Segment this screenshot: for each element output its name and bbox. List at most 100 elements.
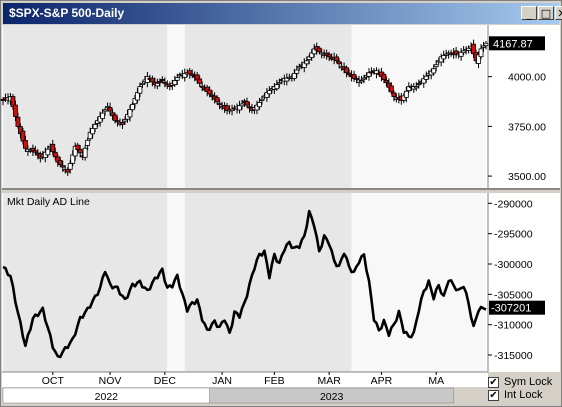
int-lock-check-icon: ✔ xyxy=(489,390,498,401)
candle-body xyxy=(140,82,145,85)
candle-body xyxy=(77,148,83,154)
candle-body xyxy=(296,66,302,69)
candle-body xyxy=(326,54,332,58)
candle-body xyxy=(137,86,143,94)
candle-body xyxy=(354,77,359,80)
close-button[interactable]: ✕ xyxy=(555,6,562,20)
ad-axis-tick-label: -295000 xyxy=(494,229,533,241)
maximize-button[interactable]: □ xyxy=(538,6,554,20)
int-lock-checkbox[interactable]: ✔ xyxy=(488,390,499,401)
candle-body xyxy=(259,98,265,101)
ad-panel-title: Mkt Daily AD Line xyxy=(7,196,90,208)
candle-body xyxy=(316,47,322,52)
candle-body xyxy=(65,168,71,173)
month-label: APR xyxy=(371,375,393,387)
candle-body xyxy=(100,112,105,119)
candle-body xyxy=(20,130,26,142)
price-axis-tick-label: 3500.00 xyxy=(508,171,546,183)
candle-body xyxy=(154,82,160,87)
ad-axis-tick-label: -315000 xyxy=(494,350,533,362)
year-label: 2022 xyxy=(95,391,119,403)
candle-body xyxy=(15,116,21,127)
candle-body xyxy=(334,56,340,62)
candle-body xyxy=(416,83,422,86)
window-title: $SPX-S&P 500-Daily xyxy=(9,6,125,20)
ad-line-series xyxy=(2,209,487,359)
candle-body xyxy=(159,79,165,82)
month-label: MAR xyxy=(317,375,341,387)
candle-body xyxy=(67,163,73,170)
candle-body xyxy=(50,143,56,152)
candle-body xyxy=(23,139,28,149)
ad-axis-tick-label: -300000 xyxy=(494,259,533,271)
ad-axis-tick-label: -310000 xyxy=(494,320,533,332)
candle-body xyxy=(266,90,272,95)
candle-body xyxy=(187,70,193,75)
candle-body xyxy=(239,103,245,107)
price-shade-band xyxy=(167,25,185,188)
candle-body xyxy=(431,68,437,74)
candle-body xyxy=(403,90,409,98)
candle-body xyxy=(189,73,195,76)
ad-shade-band xyxy=(351,193,486,372)
title-bar[interactable]: $SPX-S&P 500-Daily _ □ ✕ xyxy=(3,3,562,24)
candle-body xyxy=(274,84,280,90)
panel-divider xyxy=(2,188,560,193)
candle-body xyxy=(384,80,389,84)
candle-body xyxy=(60,165,66,168)
price-shade-band xyxy=(184,25,352,188)
month-label: FEB xyxy=(264,375,284,387)
candle-body xyxy=(476,54,481,64)
price-axis-area xyxy=(489,25,560,188)
price-axis-tick-label: 4000.00 xyxy=(508,72,546,84)
candle-body xyxy=(112,114,118,121)
candle-body xyxy=(45,148,51,156)
price-last-value-label: 4167.87 xyxy=(493,38,533,50)
candle-body xyxy=(413,86,419,89)
candle-body xyxy=(361,77,367,80)
ad-shade-band xyxy=(184,193,352,372)
candle-body xyxy=(214,97,220,103)
year-label: 2023 xyxy=(320,391,344,403)
candle-body xyxy=(359,80,364,83)
candle-body xyxy=(32,150,38,153)
candle-body xyxy=(162,81,168,84)
candle-body xyxy=(481,45,486,48)
candle-body xyxy=(244,101,250,106)
candle-body xyxy=(291,72,297,79)
candle-body xyxy=(336,61,342,65)
candlestick-series xyxy=(0,39,489,177)
price-axis-tick-label: 3750.00 xyxy=(508,121,546,133)
candle-body xyxy=(257,102,262,108)
candle-body xyxy=(102,109,108,112)
candle-body xyxy=(107,107,113,112)
candle-body xyxy=(92,123,98,129)
candle-body xyxy=(115,120,120,123)
price-last-value-box xyxy=(489,36,545,51)
candle-body xyxy=(13,104,18,117)
candle-body xyxy=(381,73,387,81)
candle-body xyxy=(172,80,178,86)
candle-body xyxy=(85,139,91,146)
ad-axis-area xyxy=(489,193,560,372)
price-shade-band xyxy=(3,25,168,188)
candle-body xyxy=(441,55,447,60)
sym-lock-checkbox[interactable]: ✔ xyxy=(488,377,499,388)
candle-body xyxy=(471,43,476,55)
candle-body xyxy=(423,75,429,80)
int-lock-label: Int Lock xyxy=(504,389,543,401)
ad-shade-band xyxy=(3,193,168,372)
month-label: DEC xyxy=(154,375,177,387)
sym-lock-check-icon: ✔ xyxy=(489,377,498,388)
month-label: NOV xyxy=(99,375,122,387)
candle-body xyxy=(157,81,163,84)
candle-body xyxy=(388,85,394,93)
candle-body xyxy=(207,89,213,95)
minimize-button[interactable]: _ xyxy=(521,6,537,20)
candle-body xyxy=(135,92,140,101)
candle-body xyxy=(217,103,223,106)
candle-body xyxy=(346,72,352,76)
candle-body xyxy=(276,82,282,85)
ad-last-value-label: -307201 xyxy=(491,303,531,315)
